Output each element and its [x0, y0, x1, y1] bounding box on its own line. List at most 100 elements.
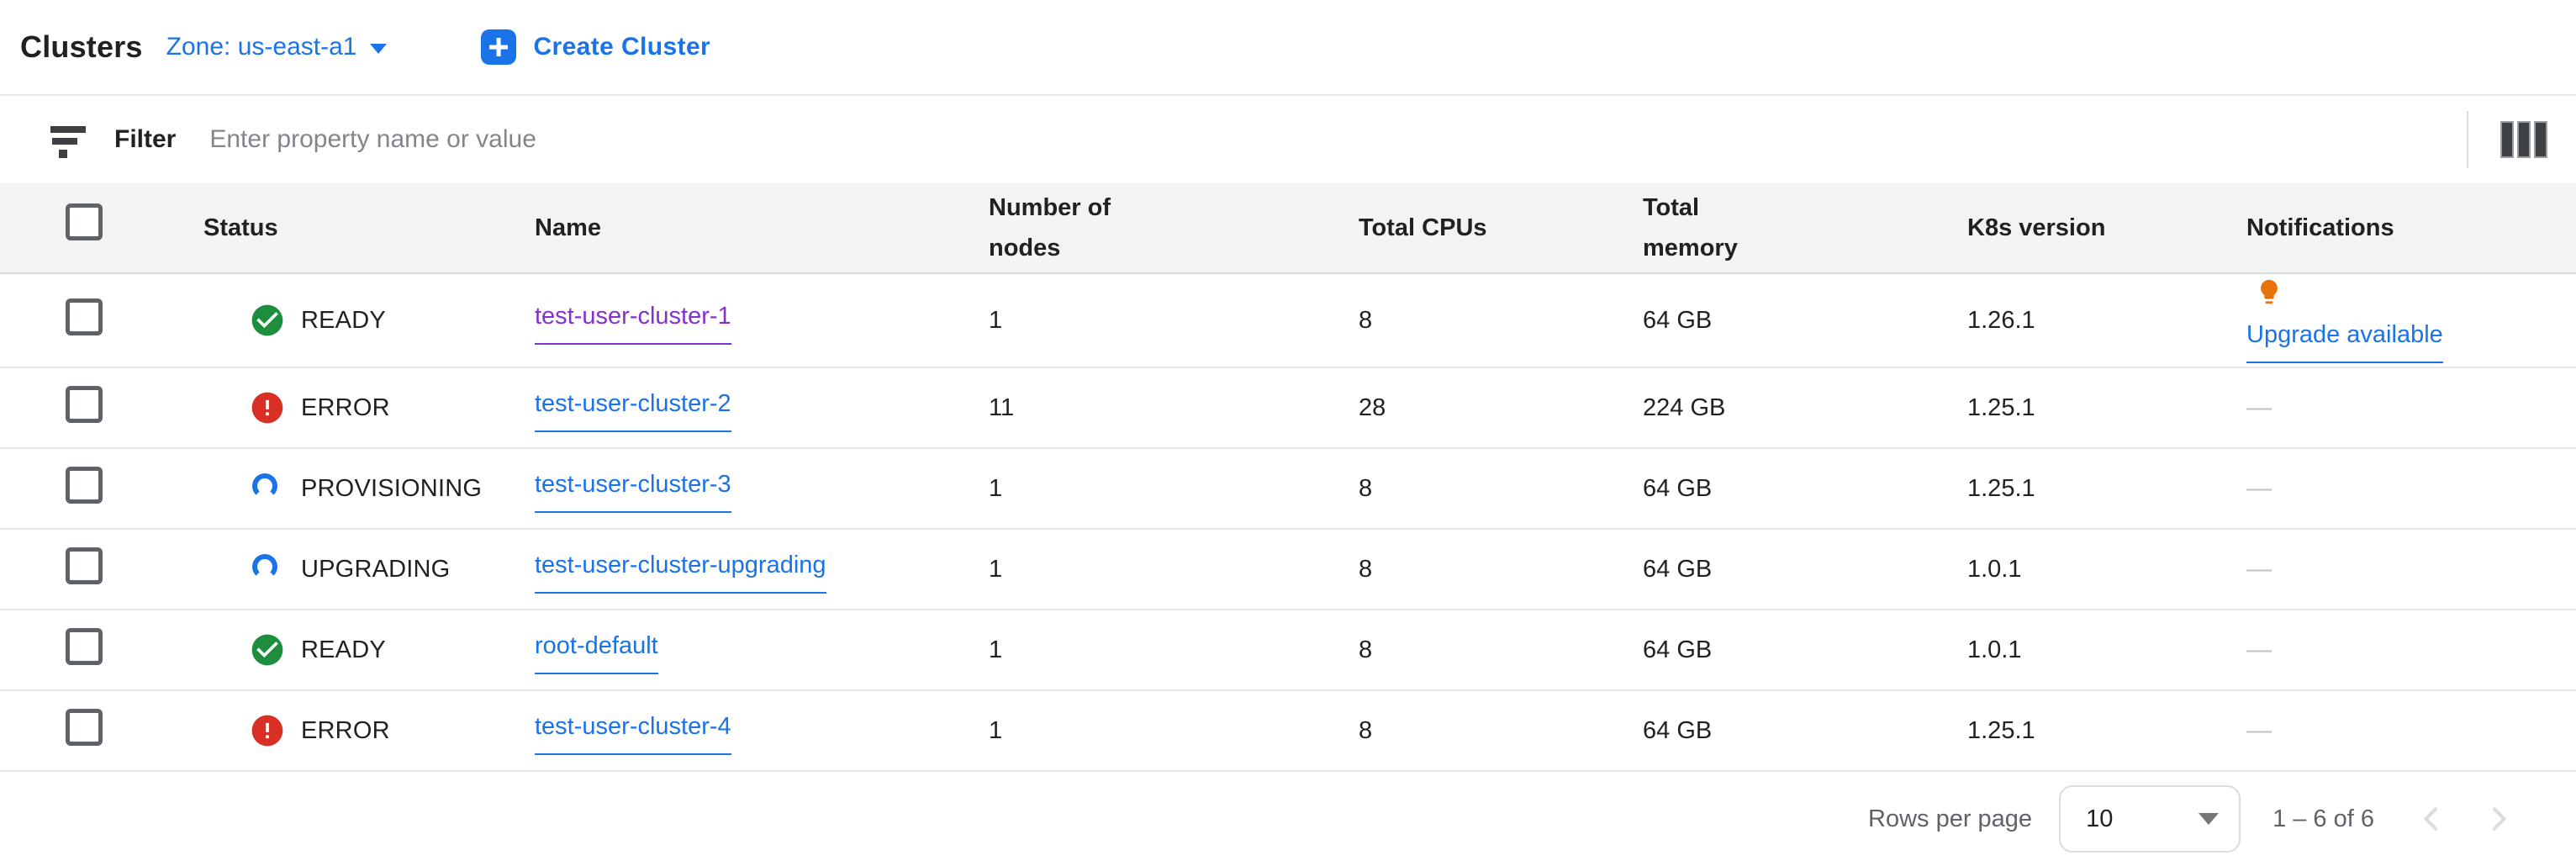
column-header-memory: Total memory	[1643, 194, 1738, 261]
table-row: PROVISIONING test-user-cluster-3 1 8 64 …	[0, 449, 2576, 530]
page-title: Clusters	[20, 29, 143, 64]
check-circle-icon	[249, 631, 286, 668]
notification-cell: —	[2246, 474, 2576, 503]
empty-notification-dash: —	[2246, 636, 2272, 663]
row-checkbox[interactable]	[66, 467, 103, 504]
nodes-value: 11	[989, 393, 1015, 421]
table-body: READY test-user-cluster-1 1 8 64 GB 1.26…	[0, 274, 2576, 772]
cluster-name-link[interactable]: test-user-cluster-upgrading	[535, 545, 826, 594]
lightbulb-icon	[2255, 277, 2283, 313]
nodes-value: 1	[989, 716, 1003, 744]
nodes-value: 1	[989, 306, 1003, 334]
spinner-icon	[249, 470, 286, 507]
k8s-version-value: 1.25.1	[1967, 393, 2035, 421]
status-label: READY	[301, 636, 386, 663]
table-row: ERROR test-user-cluster-2 11 28 224 GB 1…	[0, 368, 2576, 449]
row-checkbox[interactable]	[66, 709, 103, 746]
column-header-name: Name	[535, 214, 601, 241]
spinner-icon	[252, 554, 277, 579]
empty-notification-dash: —	[2246, 555, 2272, 583]
memory-value: 224 GB	[1643, 393, 1726, 421]
status-label: ERROR	[301, 716, 390, 744]
select-all-checkbox[interactable]	[66, 203, 103, 240]
cpus-value: 8	[1359, 474, 1373, 502]
create-cluster-button[interactable]: Create Cluster	[481, 29, 710, 65]
column-header-status: Status	[203, 214, 278, 241]
column-header-notifications: Notifications	[2246, 214, 2394, 241]
filter-bar: Filter	[0, 96, 2576, 183]
error-icon	[249, 389, 286, 426]
cpus-value: 8	[1359, 555, 1373, 583]
next-page-button[interactable]	[2465, 785, 2532, 853]
empty-notification-dash: —	[2246, 393, 2272, 421]
previous-page-button[interactable]	[2398, 785, 2465, 853]
k8s-version-value: 1.26.1	[1967, 306, 2035, 334]
page-header: Clusters Zone: us-east-a1 Create Cluster	[0, 0, 2576, 96]
status-label: PROVISIONING	[301, 474, 483, 502]
memory-value: 64 GB	[1643, 716, 1713, 744]
filter-label: Filter	[114, 125, 177, 153]
page-range-label: 1 – 6 of 6	[2272, 805, 2374, 832]
empty-notification-dash: —	[2246, 716, 2272, 744]
row-checkbox[interactable]	[66, 298, 103, 335]
notification-cell: Upgrade available	[2246, 277, 2576, 363]
table-header-row: Status Name Number of nodes Total CPUs T…	[0, 183, 2576, 274]
cluster-name-link[interactable]: test-user-cluster-1	[535, 296, 731, 345]
nodes-value: 1	[989, 636, 1003, 663]
filter-input[interactable]	[209, 125, 2467, 154]
rows-per-page-value: 10	[2086, 805, 2114, 832]
cpus-value: 8	[1359, 716, 1373, 744]
notification-cell: —	[2246, 555, 2576, 583]
upgrade-available-link[interactable]: Upgrade available	[2246, 314, 2443, 363]
check-circle-icon	[249, 302, 286, 339]
rows-per-page-label: Rows per page	[1868, 805, 2033, 832]
chevron-left-icon	[2424, 807, 2437, 831]
zone-selector-label: Zone: us-east-a1	[166, 33, 357, 61]
memory-value: 64 GB	[1643, 636, 1713, 663]
memory-value: 64 GB	[1643, 474, 1713, 502]
filter-icon	[50, 121, 86, 158]
cluster-name-link[interactable]: test-user-cluster-2	[535, 383, 731, 432]
notification-cell: —	[2246, 636, 2576, 664]
memory-value: 64 GB	[1643, 306, 1713, 334]
nodes-value: 1	[989, 474, 1003, 502]
zone-selector[interactable]: Zone: us-east-a1	[166, 33, 388, 61]
cpus-value: 8	[1359, 636, 1373, 663]
table-row: ERROR test-user-cluster-4 1 8 64 GB 1.25…	[0, 691, 2576, 772]
error-icon	[249, 712, 286, 749]
cpus-value: 28	[1359, 393, 1386, 421]
column-display-options-icon[interactable]	[2500, 121, 2549, 158]
rows-per-page-select[interactable]: 10	[2059, 785, 2241, 853]
table-row: UPGRADING test-user-cluster-upgrading 1 …	[0, 530, 2576, 610]
cpus-value: 8	[1359, 306, 1373, 334]
status-label: READY	[301, 306, 386, 334]
spinner-icon	[252, 473, 277, 499]
table-row: READY root-default 1 8 64 GB 1.0.1 —	[0, 610, 2576, 691]
notification-cell: —	[2246, 393, 2576, 422]
empty-notification-dash: —	[2246, 474, 2272, 502]
memory-value: 64 GB	[1643, 555, 1713, 583]
cluster-name-link[interactable]: test-user-cluster-3	[535, 464, 731, 513]
spinner-icon	[249, 551, 286, 588]
column-header-k8s: K8s version	[1967, 214, 2106, 241]
divider	[2467, 111, 2468, 168]
table-row: READY test-user-cluster-1 1 8 64 GB 1.26…	[0, 274, 2576, 368]
notification-cell: —	[2246, 716, 2576, 745]
k8s-version-value: 1.0.1	[1967, 555, 2022, 583]
cluster-name-link[interactable]: test-user-cluster-4	[535, 706, 731, 755]
row-checkbox[interactable]	[66, 386, 103, 423]
k8s-version-value: 1.25.1	[1967, 474, 2035, 502]
chevron-right-icon	[2493, 807, 2506, 831]
create-cluster-label: Create Cluster	[533, 33, 711, 61]
row-checkbox[interactable]	[66, 547, 103, 584]
cluster-name-link[interactable]: root-default	[535, 626, 658, 674]
column-header-nodes: Number of nodes	[989, 194, 1111, 261]
k8s-version-value: 1.0.1	[1967, 636, 2022, 663]
column-header-cpus: Total CPUs	[1359, 214, 1487, 241]
plus-icon	[481, 29, 517, 65]
k8s-version-value: 1.25.1	[1967, 716, 2035, 744]
pagination-bar: Rows per page 10 1 – 6 of 6	[0, 772, 2576, 866]
row-checkbox[interactable]	[66, 628, 103, 665]
status-label: ERROR	[301, 393, 390, 421]
